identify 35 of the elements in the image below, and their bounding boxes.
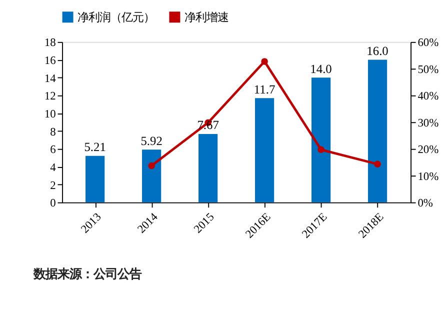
bar: [368, 60, 388, 202]
point: [261, 58, 268, 65]
bar: [198, 134, 218, 202]
point: [374, 160, 381, 168]
legend-label: 净利润（亿元）: [77, 10, 154, 24]
data-label: 14.0: [310, 62, 332, 76]
y2-tick-label: 10%: [418, 170, 440, 183]
y2-tick-label: 60%: [418, 37, 440, 50]
point: [318, 146, 324, 154]
y-tick-label: 8: [50, 126, 56, 138]
y-tick-label: 0: [50, 198, 56, 210]
y-tick-label: 12: [44, 90, 56, 103]
y2-tick-label: 20%: [418, 144, 440, 156]
y-tick-label: 6: [50, 144, 56, 156]
bar: [311, 78, 331, 202]
y-tick-label: 10: [44, 108, 56, 121]
bar: [86, 156, 105, 202]
y-tick-label: 16: [44, 55, 56, 68]
bar: [254, 98, 274, 202]
legend-label: 净利增速: [184, 10, 228, 24]
point: [148, 162, 155, 170]
data-label: 11.7: [254, 82, 276, 96]
y2-tick-label: 50%: [418, 64, 440, 76]
y2-tick-label: 30%: [418, 117, 440, 130]
y2-tick-label: 40%: [418, 90, 440, 103]
y2-tick-label: 0%: [418, 198, 434, 210]
data-label: 16.0: [366, 44, 388, 58]
data-label: 5.21: [84, 140, 106, 154]
bar: [142, 150, 162, 202]
source-note: 数据来源：公司公告: [32, 266, 142, 281]
y-tick-label: 14: [44, 72, 56, 85]
y-tick-label: 4: [50, 162, 56, 174]
data-label: 5.92: [140, 134, 162, 148]
y-tick-label: 2: [50, 180, 56, 192]
y-tick-label: 18: [44, 37, 56, 50]
